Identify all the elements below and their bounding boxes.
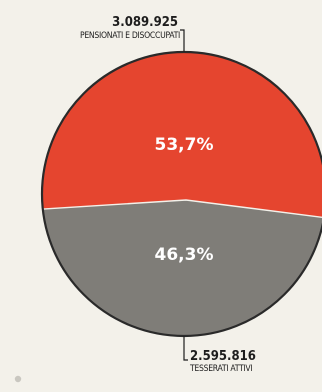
value-label-tesserati: 2.595.816 xyxy=(190,349,256,364)
value-label-pensionati: 3.089.925 xyxy=(112,15,178,30)
leader-line-tesserati xyxy=(184,336,188,360)
category-label-tesserati: TESSERATI ATTIVI xyxy=(189,364,252,374)
leader-line-pensionati xyxy=(180,30,184,52)
pie-slice-tesserati xyxy=(43,200,322,336)
percent-label-pensionati: 53,7% xyxy=(155,135,214,155)
percent-label-tesserati: 46,3% xyxy=(155,245,214,265)
category-label-pensionati: PENSIONATI E DISOCCUPATI xyxy=(80,31,180,41)
page-mark-dot xyxy=(15,376,21,382)
